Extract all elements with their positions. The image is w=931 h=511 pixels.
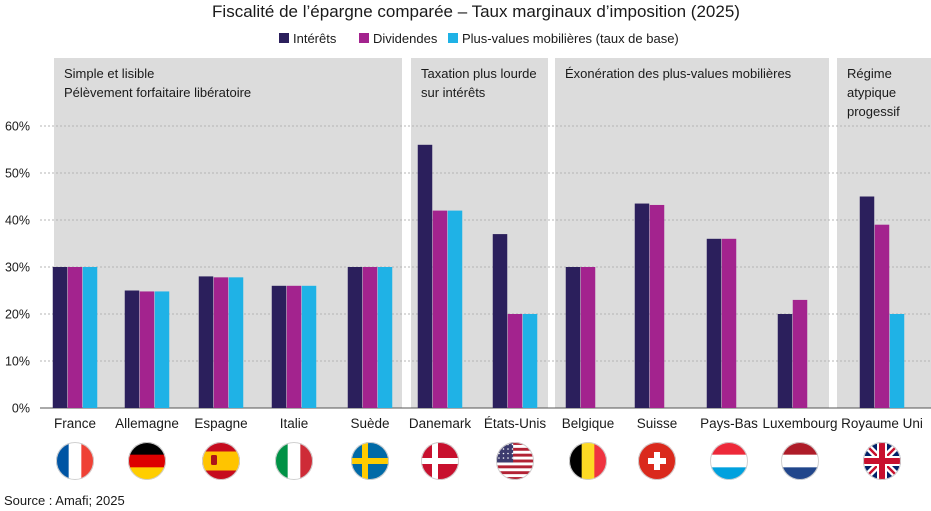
- category-label: Italie: [280, 416, 309, 431]
- y-axis-ticks: 0% 10% 20% 30% 40% 50% 60%: [5, 120, 30, 416]
- country-flags: [56, 442, 901, 480]
- bar: [228, 277, 244, 408]
- bar: [580, 267, 596, 408]
- category-label: Suède: [350, 416, 389, 431]
- y-tick-label: 30%: [5, 261, 30, 275]
- spain-flag-icon: [202, 442, 240, 480]
- legend-label: Dividendes: [373, 31, 438, 46]
- category-label: Espagne: [194, 416, 247, 431]
- bar: [82, 267, 98, 408]
- bar: [301, 285, 317, 408]
- uk-flag-icon: [863, 442, 901, 480]
- bar: [447, 210, 463, 408]
- category-label: Pays-Bas: [700, 416, 758, 431]
- bar: [507, 314, 523, 408]
- category-label: France: [54, 416, 96, 431]
- group-label: Éxonération des plus-values mobilières: [565, 66, 792, 81]
- legend-swatch: [359, 33, 369, 43]
- bar: [565, 267, 581, 408]
- bar: [492, 234, 508, 408]
- group-label: atypique: [847, 85, 896, 100]
- bar: [859, 196, 875, 408]
- category-label: Royaume Uni: [841, 416, 923, 431]
- category-label: Suisse: [637, 416, 678, 431]
- group-label: Taxation plus lourde: [421, 66, 537, 81]
- bar: [154, 291, 170, 408]
- bar: [213, 277, 229, 408]
- group-labels: Simple et lisible Pélèvement forfaitaire …: [64, 66, 900, 119]
- bar: [522, 314, 538, 408]
- y-tick-label: 20%: [5, 308, 30, 322]
- bar: [198, 276, 214, 408]
- bar: [889, 314, 905, 408]
- bar: [347, 267, 363, 408]
- legend-swatch: [448, 33, 458, 43]
- bar: [706, 238, 722, 408]
- category-label: Allemagne: [115, 416, 179, 431]
- category-label: Belgique: [562, 416, 615, 431]
- bar: [417, 144, 433, 409]
- bar: [432, 210, 448, 408]
- category-label: Luxembourg: [762, 416, 837, 431]
- bar: [67, 267, 83, 408]
- category-label: États-Unis: [484, 416, 547, 431]
- y-tick-label: 10%: [5, 355, 30, 369]
- y-tick-label: 60%: [5, 120, 30, 134]
- bar: [139, 291, 155, 408]
- category-label: Danemark: [409, 416, 472, 431]
- bar: [52, 267, 68, 408]
- legend: Intérêts Dividendes Plus-values mobilières…: [279, 31, 679, 46]
- bar: [634, 203, 650, 408]
- legend-swatch: [279, 33, 289, 43]
- source-note: Source : Amafi; 2025: [4, 493, 125, 508]
- legend-label: Plus-values mobilières (taux de base): [462, 31, 679, 46]
- chart-title: Fiscalité de l’épargne comparée – Taux m…: [212, 2, 740, 21]
- sweden-flag-icon: [351, 442, 389, 480]
- y-tick-label: 50%: [5, 167, 30, 181]
- group-label: progessif: [847, 104, 900, 119]
- group-label: Régime: [847, 66, 892, 81]
- switzerland-flag-icon: [638, 442, 676, 480]
- bar: [286, 285, 302, 408]
- y-tick-label: 40%: [5, 214, 30, 228]
- bar: [271, 285, 287, 408]
- bar: [777, 314, 793, 408]
- bar: [649, 204, 665, 408]
- x-axis-categories: France Allemagne Espagne Italie Suède Danemar…: [54, 416, 923, 431]
- bar: [377, 267, 393, 408]
- legend-label: Intérêts: [293, 31, 337, 46]
- bar: [362, 267, 378, 408]
- group-label: Simple et lisible: [64, 66, 154, 81]
- denmark-flag-icon: [421, 442, 459, 480]
- y-tick-label: 0%: [12, 402, 30, 416]
- bar: [721, 238, 737, 408]
- group-label: sur intérêts: [421, 85, 486, 100]
- bar: [124, 290, 140, 408]
- bars: [52, 144, 905, 409]
- group-panels: [54, 58, 931, 408]
- group-label: Pélèvement forfaitaire libératoire: [64, 85, 251, 100]
- bar: [874, 224, 890, 408]
- bar: [792, 299, 808, 408]
